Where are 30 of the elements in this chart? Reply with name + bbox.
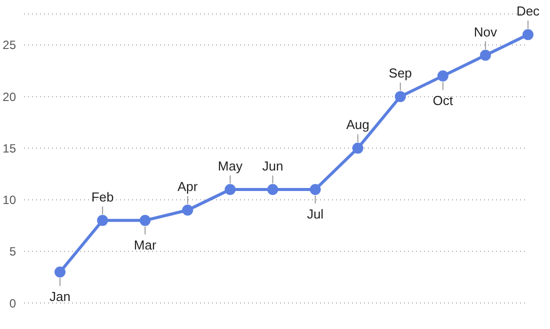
x-tick-label: Oct xyxy=(432,92,454,108)
point xyxy=(480,50,491,61)
y-tick-label: 0 xyxy=(9,296,16,310)
point xyxy=(522,29,534,40)
point xyxy=(140,214,151,226)
point xyxy=(394,91,406,102)
point xyxy=(54,266,66,278)
y-tick-label: 15 xyxy=(2,141,16,156)
point xyxy=(182,204,194,216)
point xyxy=(267,184,278,195)
x-tick-label: Jul xyxy=(306,206,324,222)
x-tick-label: Dec xyxy=(516,4,540,19)
x-tick-label: Nov xyxy=(474,24,498,40)
point xyxy=(352,142,364,154)
y-tick-label: 25 xyxy=(2,38,16,52)
x-tick-label: May xyxy=(218,158,243,174)
y-tick-label: 10 xyxy=(2,193,16,208)
point xyxy=(310,184,321,195)
point xyxy=(224,184,236,195)
y-tick-label: 20 xyxy=(2,90,16,104)
x-tick-label: Jan xyxy=(50,289,70,304)
x-tick-label: Jun xyxy=(262,158,284,174)
x-tick-label: Apr xyxy=(178,179,198,194)
x-tick-label: Feb xyxy=(91,189,114,204)
x-tick-label: Aug xyxy=(346,117,370,132)
point xyxy=(97,214,108,226)
x-tick-label: Sep xyxy=(388,66,412,81)
x-tick-label: Mar xyxy=(134,237,157,252)
y-tick-label: 5 xyxy=(9,244,16,259)
point xyxy=(437,70,448,82)
